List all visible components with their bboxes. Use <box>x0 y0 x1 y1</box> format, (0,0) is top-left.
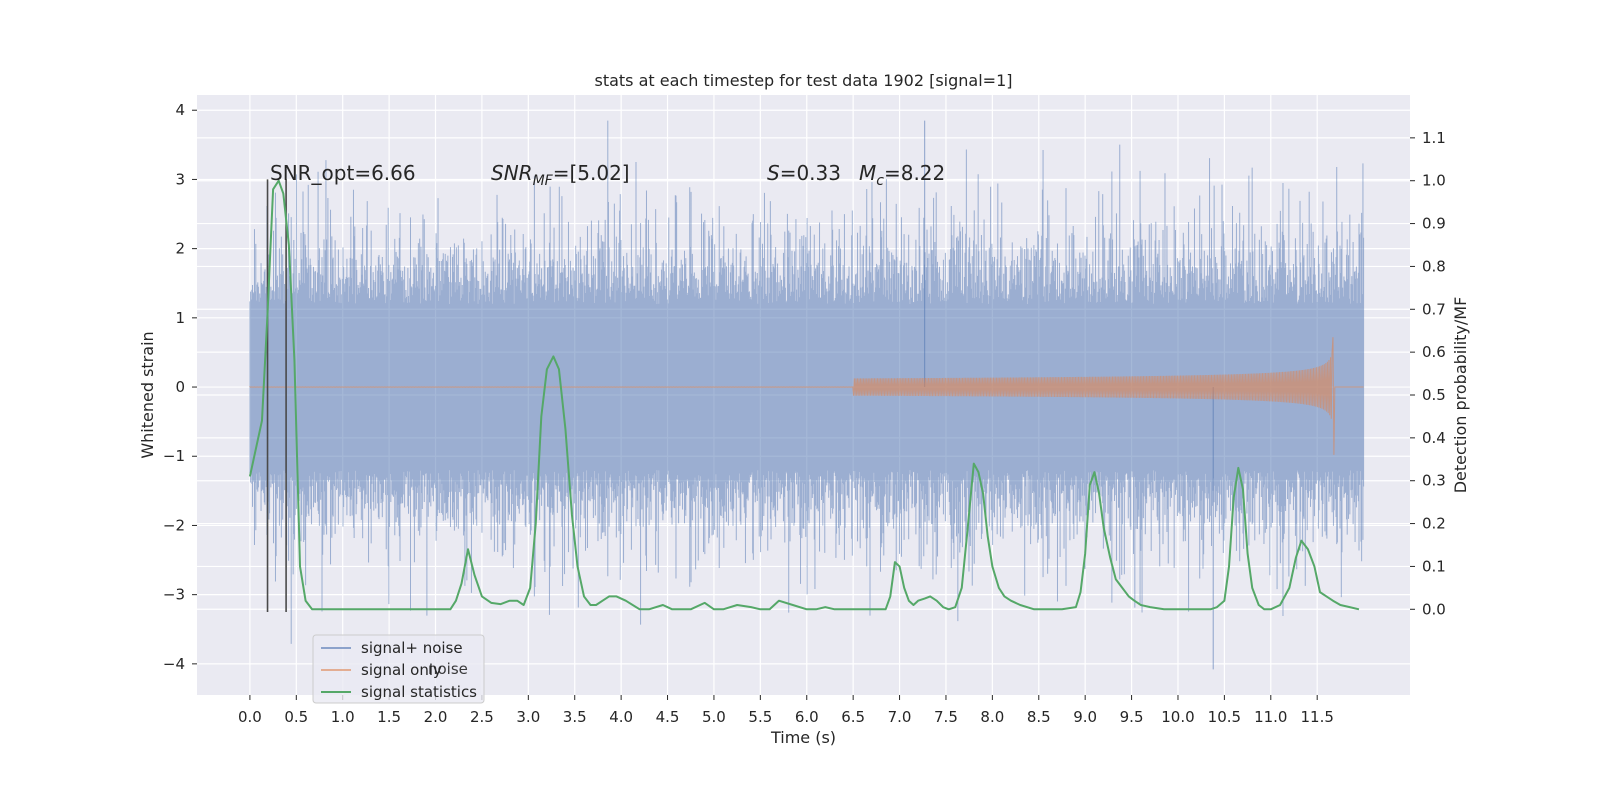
x-tick-label-23: 11.5 <box>1300 708 1333 726</box>
y-tick-label-4: 0 <box>175 378 185 396</box>
x-tick-label-21: 10.5 <box>1208 708 1241 726</box>
y2-tick-label-4: 0.4 <box>1422 429 1446 447</box>
x-tick-label-11: 5.5 <box>748 708 772 726</box>
legend: noise signal+ noise signal only signal stat… <box>312 634 485 704</box>
series-signal-only <box>249 337 1364 455</box>
axis-layer: 0.0 0.5 1.0 1.5 2.0 2.5 3.0 3.5 4.0 4.5 5.0 5.5 6.0 6… <box>163 101 1446 726</box>
x-tick-label-2: 1.0 <box>331 708 355 726</box>
x-tick-label-16: 8.0 <box>980 708 1004 726</box>
x-tick-label-1: 0.5 <box>284 708 308 726</box>
annotation-layer: SNR_opt=6.66 SNRMF=[5.02] S=0.33 Mc=8.22 <box>270 161 945 189</box>
x-tick-label-8: 4.0 <box>609 708 633 726</box>
x-tick-label-19: 9.5 <box>1120 708 1144 726</box>
x-tick-label-13: 6.5 <box>841 708 865 726</box>
x-tick-label-10: 5.0 <box>702 708 726 726</box>
y2-tick-label-9: 0.9 <box>1422 215 1446 233</box>
legend-label-2: signal statistics <box>361 683 477 701</box>
y2-tick-label-3: 0.3 <box>1422 472 1446 490</box>
y-tick-label-5: 1 <box>175 309 185 327</box>
x-tick-label-6: 3.0 <box>516 708 540 726</box>
legend-ghost-text: noise <box>428 660 468 678</box>
x-tick-label-0: 0.0 <box>238 708 262 726</box>
y-tick-label-1: −3 <box>163 586 185 604</box>
annotation-mc: Mc=8.22 <box>859 161 945 189</box>
y2-tick-label-0: 0.0 <box>1422 600 1446 618</box>
x-tick-label-7: 3.5 <box>563 708 587 726</box>
y2-tick-label-1: 0.1 <box>1422 557 1446 575</box>
x-axis-label: Time (s) <box>770 728 836 747</box>
data-layer <box>248 120 1365 670</box>
series-signal-statistics <box>248 179 1360 611</box>
y2-tick-label-8: 0.8 <box>1422 257 1446 275</box>
x-tick-label-20: 10.0 <box>1161 708 1194 726</box>
y2-axis-label: Detection probability/MF <box>1451 297 1470 494</box>
y2-tick-label-6: 0.6 <box>1422 343 1446 361</box>
chart-title: stats at each timestep for test data 190… <box>594 71 1012 90</box>
x-tick-label-18: 9.0 <box>1073 708 1097 726</box>
x-tick-label-3: 1.5 <box>377 708 401 726</box>
annotation-snr-opt: SNR_opt=6.66 <box>270 161 416 185</box>
x-tick-label-17: 8.5 <box>1027 708 1051 726</box>
x-tick-label-9: 4.5 <box>656 708 680 726</box>
legend-box <box>312 634 485 704</box>
y-tick-label-2: −2 <box>163 516 185 534</box>
y2-tick-label-10: 1.0 <box>1422 172 1446 190</box>
x-tick-label-5: 2.5 <box>470 708 494 726</box>
x-tick-label-4: 2.0 <box>424 708 448 726</box>
y-axis-label: Whitened strain <box>138 331 157 458</box>
legend-label-1: signal only <box>361 661 442 679</box>
y-tick-label-6: 2 <box>175 240 185 258</box>
y-tick-label-0: −4 <box>163 655 185 673</box>
y-tick-label-8: 4 <box>175 101 185 119</box>
y2-tick-label-7: 0.7 <box>1422 300 1446 318</box>
annotation-s: S=0.33 <box>767 161 841 185</box>
y-tick-label-7: 3 <box>175 170 185 188</box>
y2-tick-label-5: 0.5 <box>1422 386 1446 404</box>
annotation-snr-mf: SNRMF=[5.02] <box>491 161 630 189</box>
x-tick-label-22: 11.0 <box>1254 708 1287 726</box>
x-tick-label-15: 7.5 <box>934 708 958 726</box>
y-tick-label-3: −1 <box>163 447 185 465</box>
x-tick-label-12: 6.0 <box>795 708 819 726</box>
y2-tick-label-2: 0.2 <box>1422 515 1446 533</box>
legend-label-0: signal+ noise <box>361 639 463 657</box>
y2-tick-label-11: 1.1 <box>1422 129 1446 147</box>
x-tick-label-14: 7.0 <box>888 708 912 726</box>
